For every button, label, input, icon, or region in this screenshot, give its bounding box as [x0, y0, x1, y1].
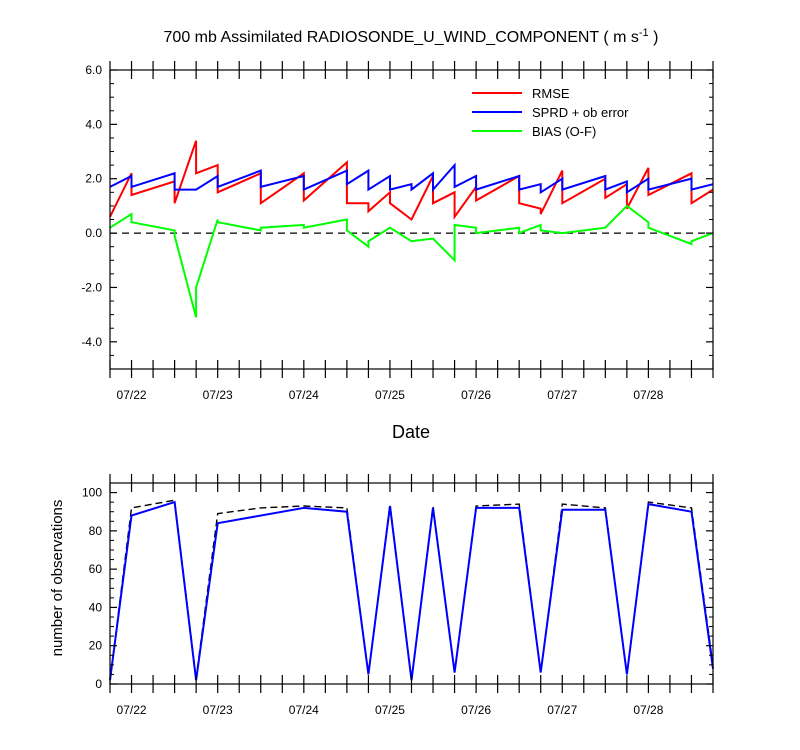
chart-title-exponent: -1 — [639, 27, 649, 39]
x-tick-label: 07/27 — [547, 703, 577, 717]
y-tick-label: -4.0 — [81, 335, 102, 349]
chart-title: 700 mb Assimilated RADIOSONDE_U_WIND_COM… — [164, 27, 659, 46]
y-tick-label: 2.0 — [85, 172, 102, 186]
y-tick-label: 40 — [89, 600, 103, 614]
y-tick-label: -2.0 — [81, 280, 102, 294]
chart-title-suffix: ) — [649, 29, 659, 46]
x-tick-label: 07/23 — [203, 388, 233, 402]
y-tick-label: 6.0 — [85, 63, 102, 77]
x-tick-label: 07/25 — [375, 388, 405, 402]
legend-label: SPRD + ob error — [532, 105, 629, 120]
series-line-used — [109, 500, 714, 681]
x-tick-label: 07/23 — [203, 703, 233, 717]
bottom-y-axis: 0 20 40 60 80 100 — [82, 486, 713, 691]
top-chart: 700 mb Assimilated RADIOSONDE_U_WIND_COM… — [81, 27, 714, 442]
y-tick-label: 60 — [89, 562, 103, 576]
top-x-axis: 07/22 07/23 07/24 07/25 07/26 07/27 07/28 — [109, 61, 714, 402]
y-tick-label: 100 — [82, 486, 102, 500]
x-tick-label: 07/28 — [633, 388, 663, 402]
x-tick-label: 07/27 — [547, 388, 577, 402]
legend: RMSE SPRD + ob error BIAS (O-F) — [472, 86, 629, 139]
top-series-group — [109, 140, 714, 318]
x-tick-label: 07/26 — [461, 388, 491, 402]
legend-label: RMSE — [532, 86, 570, 101]
y-tick-label: 20 — [89, 639, 103, 653]
x-tick-label: 07/25 — [375, 703, 405, 717]
x-axis-label: Date — [392, 422, 430, 442]
top-y-axis: -4.0 -2.0 0.0 2.0 4.0 6.0 — [81, 63, 713, 370]
x-tick-label: 07/24 — [289, 388, 319, 402]
y-axis-label-observations: number of observations — [49, 500, 66, 657]
y-tick-label: 4.0 — [85, 117, 102, 131]
y-tick-label: 0 — [95, 677, 102, 691]
x-tick-label: 07/22 — [117, 703, 147, 717]
series-line-sprd-ob-error — [109, 162, 714, 195]
bottom-series-group — [109, 499, 714, 681]
x-tick-label: 07/28 — [633, 703, 663, 717]
bottom-x-axis: 07/22 07/23 07/24 07/25 07/26 07/27 07/28 — [109, 474, 714, 717]
x-tick-label: 07/26 — [461, 703, 491, 717]
series-line-bias-o-f — [109, 204, 714, 318]
y-tick-label: 80 — [89, 524, 103, 538]
y-tick-label: 0.0 — [85, 226, 102, 240]
chart-title-text: 700 mb Assimilated RADIOSONDE_U_WIND_COM… — [164, 29, 639, 46]
x-tick-label: 07/24 — [289, 703, 319, 717]
legend-label: BIAS (O-F) — [532, 124, 596, 139]
x-tick-label: 07/22 — [117, 388, 147, 402]
